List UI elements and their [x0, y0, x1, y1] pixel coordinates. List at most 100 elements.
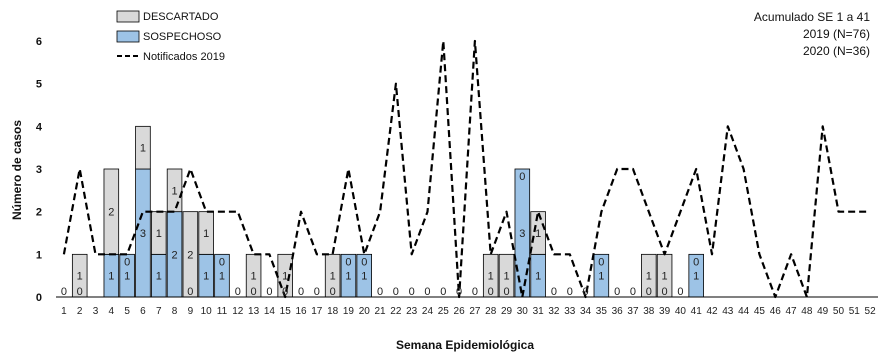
data-label-sospechoso: 1 — [108, 271, 114, 283]
x-tick-label: 45 — [754, 306, 766, 317]
data-label-zero: 0 — [409, 286, 415, 298]
x-tick-label: 13 — [248, 306, 260, 317]
annotation-line-2: 2019 (N=76) — [803, 27, 870, 41]
data-label-zero: 0 — [677, 286, 683, 298]
data-label-descartado: 0 — [598, 256, 604, 268]
data-label-zero: 0 — [235, 286, 241, 298]
x-tick-label: 5 — [124, 306, 130, 317]
x-tick-label: 48 — [801, 306, 813, 317]
data-label-sospechoso: 0 — [282, 286, 288, 298]
data-label-descartado: 0 — [124, 256, 130, 268]
x-tick-label: 21 — [374, 306, 386, 317]
data-label-descartado: 1 — [140, 143, 146, 155]
data-label-descartado: 1 — [171, 185, 177, 197]
bar-descartado — [198, 211, 214, 255]
x-tick-label: 33 — [564, 306, 576, 317]
bar-descartado — [135, 125, 151, 170]
data-label-sospechoso: 1 — [598, 271, 604, 283]
x-tick-label: 11 — [217, 306, 228, 317]
x-tick-label: 1 — [61, 306, 67, 317]
x-tick-label: 50 — [833, 306, 845, 317]
x-tick-label: 43 — [722, 306, 734, 317]
data-label-zero: 0 — [582, 286, 588, 298]
data-label-zero: 0 — [440, 286, 446, 298]
x-tick-label: 6 — [140, 306, 146, 317]
x-tick-label: 4 — [109, 306, 115, 317]
data-label-sospechoso: 0 — [662, 286, 668, 298]
data-label-descartado: 1 — [156, 228, 162, 240]
legend-label-notificados: Notificados 2019 — [143, 51, 225, 63]
x-tick-label: 38 — [643, 306, 655, 317]
data-label-zero: 0 — [424, 286, 430, 298]
legend: DESCARTADO SOSPECHOSO Notificados 2019 — [116, 10, 225, 63]
data-label-sospechoso: 2 — [171, 249, 177, 261]
x-tick-label: 42 — [706, 306, 718, 317]
data-label-zero: 0 — [298, 286, 304, 298]
data-label-descartado: 1 — [535, 228, 541, 240]
y-tick-labels: 0 1 2 3 4 5 6 — [36, 36, 43, 304]
legend-swatch-descartado — [116, 10, 140, 23]
data-label-descartado: 1 — [251, 271, 257, 283]
x-tick-label: 7 — [156, 306, 162, 317]
cumulative-annotation: Acumulado SE 1 a 41 2019 (N=76) 2020 (N=… — [754, 10, 870, 58]
data-label-sospechoso: 0 — [77, 286, 83, 298]
y-tick-label: 5 — [36, 79, 42, 91]
data-label-descartado: 1 — [503, 271, 509, 283]
data-label-zero: 0 — [567, 286, 573, 298]
x-tick-label: 12 — [232, 306, 244, 317]
x-tick-label: 26 — [454, 306, 466, 317]
data-label-descartado: 0 — [219, 256, 225, 268]
data-label-sospechoso: 0 — [646, 286, 652, 298]
x-tick-label: 30 — [517, 306, 529, 317]
x-tick-label: 18 — [327, 306, 339, 317]
data-label-zero: 0 — [61, 286, 67, 298]
x-tick-label: 49 — [817, 306, 829, 317]
x-tick-label: 44 — [738, 306, 750, 317]
x-tick-label: 22 — [390, 306, 402, 317]
data-label-sospechoso: 1 — [203, 271, 209, 283]
x-tick-label: 8 — [172, 306, 178, 317]
bars-layer — [71, 125, 704, 298]
x-tick-label: 36 — [612, 306, 624, 317]
data-label-sospechoso: 1 — [693, 271, 699, 283]
data-label-descartado: 1 — [77, 271, 83, 283]
data-label-zero: 0 — [472, 286, 478, 298]
data-label-sospechoso: 0 — [330, 286, 336, 298]
x-tick-label: 34 — [580, 306, 592, 317]
x-tick-label: 24 — [422, 306, 434, 317]
x-tick-label: 39 — [659, 306, 671, 317]
x-tick-label: 41 — [691, 306, 703, 317]
data-label-descartado: 1 — [282, 271, 288, 283]
data-label-descartado: 0 — [361, 256, 367, 268]
x-tick-label: 23 — [406, 306, 418, 317]
y-tick-label: 6 — [36, 36, 42, 48]
annotation-line-1: Acumulado SE 1 a 41 — [754, 10, 870, 24]
x-tick-label: 46 — [770, 306, 782, 317]
x-tick-label: 29 — [501, 306, 513, 317]
notificados-line-layer — [62, 39, 871, 299]
x-tick-label: 25 — [438, 306, 450, 317]
data-label-sospechoso: 0 — [488, 286, 494, 298]
legend-label-descartado: DESCARTADO — [143, 11, 219, 23]
data-label-zero: 0 — [614, 286, 620, 298]
data-label-sospechoso: 1 — [219, 271, 225, 283]
x-tick-label: 32 — [548, 306, 560, 317]
bar-descartado — [530, 211, 546, 255]
data-label-descartado: 1 — [330, 271, 336, 283]
data-label-sospechoso: 1 — [156, 271, 162, 283]
data-label-zero: 0 — [630, 286, 636, 298]
x-tick-label: 52 — [865, 306, 877, 317]
annotation-line-3: 2020 (N=36) — [803, 44, 870, 58]
data-label-descartado: 1 — [662, 271, 668, 283]
legend-label-sospechoso: SOSPECHOSO — [143, 31, 222, 43]
x-tick-label: 10 — [201, 306, 213, 317]
data-label-sospechoso: 0 — [503, 286, 509, 298]
x-tick-label: 31 — [533, 306, 545, 317]
data-label-descartado: 1 — [646, 271, 652, 283]
x-tick-label: 2 — [77, 306, 83, 317]
x-tick-label: 14 — [264, 306, 276, 317]
data-label-sospechoso: 0 — [187, 286, 193, 298]
data-label-descartado: 1 — [488, 271, 494, 283]
y-axis-title: Número de casos — [10, 120, 24, 220]
